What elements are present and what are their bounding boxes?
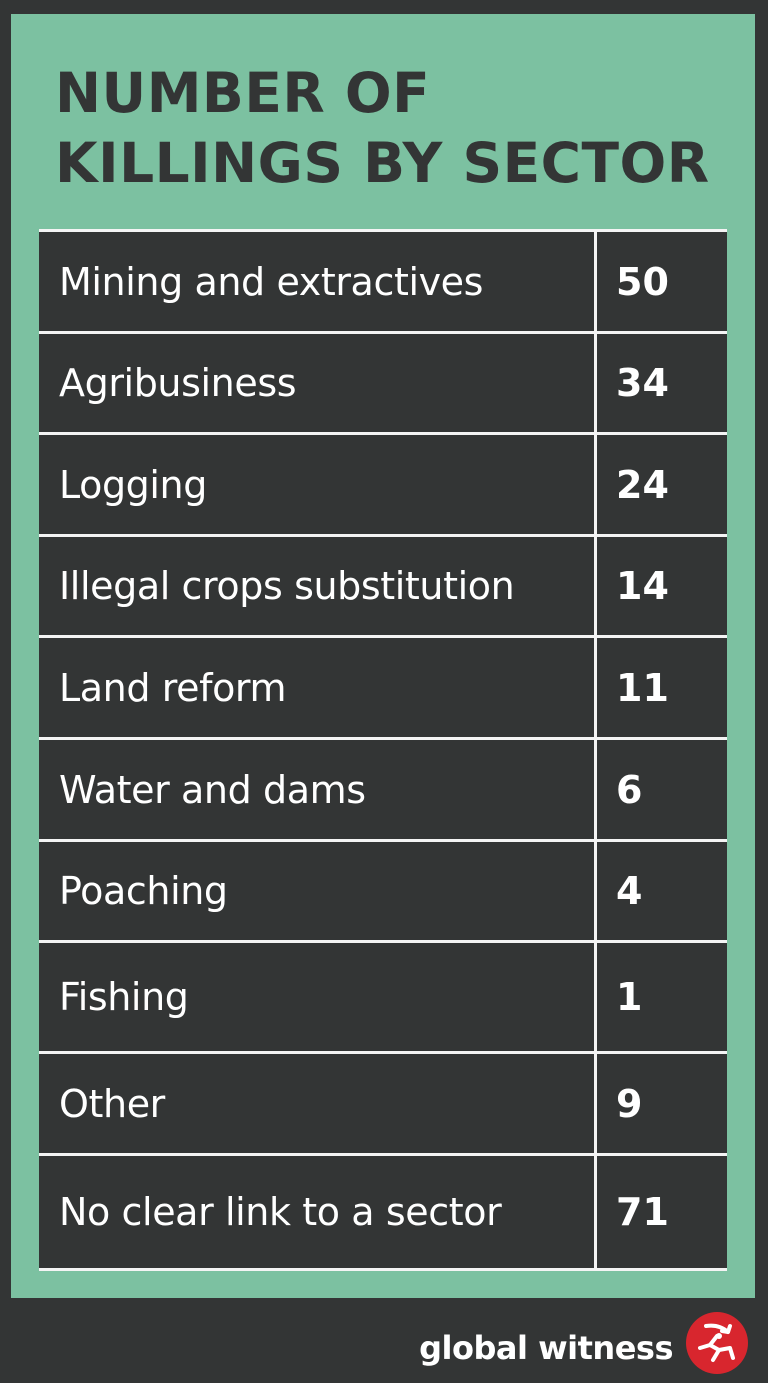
sector-label: Illegal crops substitution [59, 564, 515, 608]
brand-name: global witness [419, 1329, 673, 1367]
table-row: Poaching 4 [39, 839, 727, 940]
killings-count: 1 [616, 975, 643, 1019]
killings-count: 50 [616, 259, 669, 304]
sector-label: Other [59, 1081, 165, 1126]
table-row: Logging 24 [39, 432, 727, 534]
table-row: Mining and extractives 50 [39, 229, 727, 331]
killings-count: 14 [616, 564, 669, 608]
killings-count: 71 [616, 1190, 669, 1234]
chart-title: NUMBER OF KILLINGS BY SECTOR [55, 58, 715, 198]
table-row: No clear link to a sector 71 [39, 1153, 727, 1271]
sector-label: Water and dams [59, 767, 366, 812]
table-row: Illegal crops substitution 14 [39, 534, 727, 635]
sector-label: Fishing [59, 975, 189, 1019]
table-row: Water and dams 6 [39, 737, 727, 839]
title-line-2: KILLINGS BY SECTOR [55, 131, 710, 195]
column-divider [594, 229, 597, 1271]
sector-label: No clear link to a sector [59, 1190, 502, 1234]
killings-count: 6 [616, 767, 643, 812]
sector-label: Mining and extractives [59, 259, 484, 304]
footer: global witness [0, 1298, 768, 1383]
table-row: Agribusiness 34 [39, 331, 727, 432]
sector-label: Land reform [59, 665, 287, 710]
table-row: Land reform 11 [39, 635, 727, 737]
killings-count: 34 [616, 361, 669, 405]
table-row: Other 9 [39, 1051, 727, 1153]
sector-label: Agribusiness [59, 361, 297, 405]
sector-label: Poaching [59, 869, 228, 913]
global-witness-logo-icon [686, 1312, 748, 1374]
killings-count: 9 [616, 1081, 643, 1126]
killings-count: 11 [616, 665, 669, 710]
title-line-1: NUMBER OF [55, 61, 431, 125]
table-row: Fishing 1 [39, 940, 727, 1051]
killings-count: 4 [616, 869, 643, 913]
killings-count: 24 [616, 462, 669, 507]
sector-table: Mining and extractives 50 Agribusiness 34 Lo… [39, 229, 727, 1271]
sector-label: Logging [59, 462, 207, 507]
content-panel: NUMBER OF KILLINGS BY SECTOR Mining and … [11, 14, 755, 1298]
